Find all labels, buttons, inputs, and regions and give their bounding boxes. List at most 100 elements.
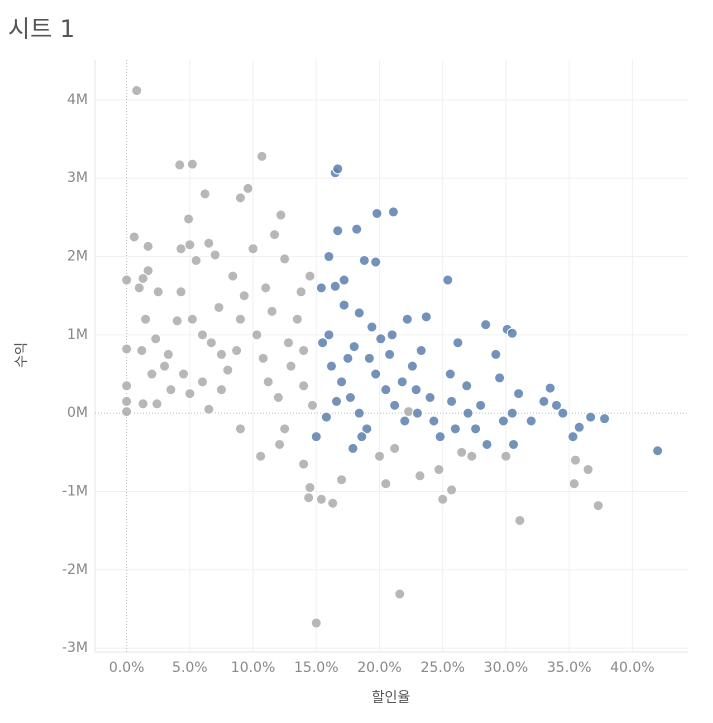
- x-tick-label: 30.0%: [484, 660, 528, 676]
- y-tick-label: 4M: [67, 92, 88, 108]
- point: [140, 313, 152, 325]
- point: [121, 343, 133, 355]
- point: [121, 380, 133, 392]
- point: [295, 286, 307, 298]
- point: [152, 286, 164, 298]
- point: [174, 159, 186, 171]
- point: [238, 290, 250, 302]
- point: [231, 345, 243, 357]
- point: [136, 345, 148, 357]
- point: [411, 407, 423, 419]
- point: [190, 254, 202, 266]
- point: [384, 348, 396, 360]
- point: [353, 307, 365, 319]
- point: [361, 423, 373, 435]
- point: [196, 376, 208, 388]
- point: [242, 182, 254, 194]
- point: [394, 588, 406, 600]
- point: [121, 406, 133, 418]
- point: [375, 333, 387, 345]
- point: [336, 376, 348, 388]
- point: [380, 384, 392, 396]
- point: [592, 500, 604, 512]
- point: [317, 337, 329, 349]
- point: [234, 192, 246, 204]
- point: [213, 301, 225, 313]
- y-tick-label: 0M: [67, 405, 88, 421]
- point: [446, 395, 458, 407]
- point: [353, 407, 365, 419]
- point: [184, 239, 196, 251]
- point: [310, 431, 322, 443]
- point: [255, 450, 267, 462]
- point: [203, 403, 215, 415]
- point: [424, 392, 436, 404]
- point: [323, 251, 335, 263]
- point: [389, 442, 401, 454]
- point: [215, 348, 227, 360]
- point: [434, 431, 446, 443]
- point: [234, 423, 246, 435]
- point: [304, 482, 316, 494]
- point: [304, 270, 316, 282]
- point: [327, 497, 339, 509]
- point: [371, 207, 383, 219]
- point: [162, 348, 174, 360]
- point: [165, 384, 177, 396]
- point: [303, 492, 315, 504]
- point: [196, 329, 208, 341]
- y-tick-label: 2M: [67, 249, 88, 265]
- point: [137, 272, 149, 284]
- point: [428, 415, 440, 427]
- point: [247, 243, 259, 255]
- point: [146, 368, 158, 380]
- point: [544, 382, 556, 394]
- point: [514, 514, 526, 526]
- point: [285, 360, 297, 372]
- point: [137, 398, 149, 410]
- point: [348, 341, 360, 353]
- point: [344, 392, 356, 404]
- point: [497, 415, 509, 427]
- point: [500, 450, 512, 462]
- point: [325, 360, 337, 372]
- point: [456, 446, 468, 458]
- point: [386, 329, 398, 341]
- point: [358, 254, 370, 266]
- point: [525, 415, 537, 427]
- point: [199, 188, 211, 200]
- point: [215, 384, 227, 396]
- point: [266, 305, 278, 317]
- point: [315, 282, 327, 294]
- point: [403, 406, 415, 418]
- y-tick-label: 1M: [67, 327, 88, 343]
- point: [480, 319, 492, 331]
- point: [257, 352, 269, 364]
- point: [557, 407, 569, 419]
- point: [494, 372, 506, 384]
- point: [490, 348, 502, 360]
- point: [462, 407, 474, 419]
- point: [256, 150, 268, 162]
- point: [387, 206, 399, 218]
- point: [442, 274, 454, 286]
- point: [260, 282, 272, 294]
- point: [363, 352, 375, 364]
- point: [338, 274, 350, 286]
- point: [568, 478, 580, 490]
- point: [449, 423, 461, 435]
- point: [444, 368, 456, 380]
- point: [396, 376, 408, 388]
- x-tick-label: 40.0%: [610, 660, 654, 676]
- x-axis-title: 할인율: [372, 690, 411, 706]
- point: [401, 313, 413, 325]
- point: [508, 438, 520, 450]
- point: [142, 265, 154, 277]
- x-tick-label: 25.0%: [420, 660, 464, 676]
- point: [171, 315, 183, 327]
- point: [329, 280, 341, 292]
- point: [183, 213, 195, 225]
- point: [203, 237, 215, 249]
- point: [351, 223, 363, 235]
